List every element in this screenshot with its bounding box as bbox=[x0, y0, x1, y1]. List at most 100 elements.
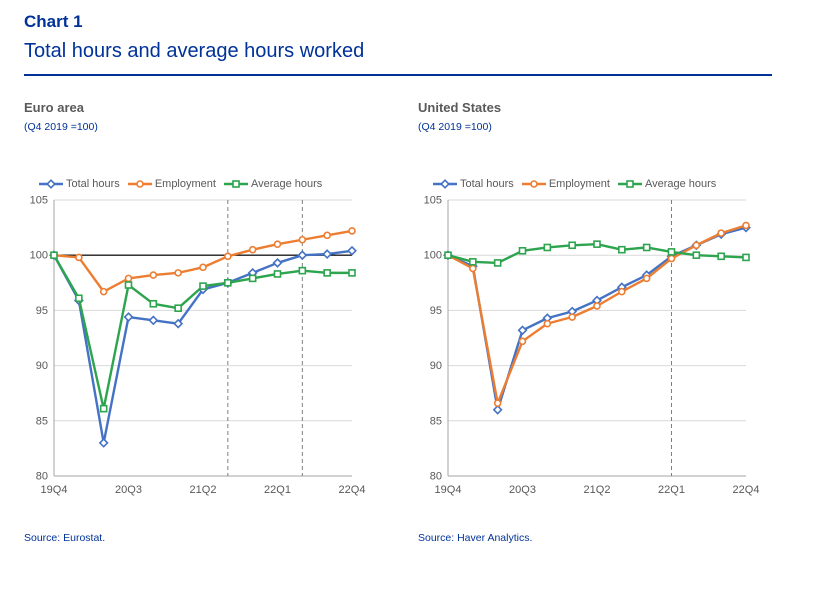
series-marker-circle bbox=[323, 231, 331, 239]
series-marker-square bbox=[717, 252, 725, 260]
series-marker-square bbox=[124, 280, 133, 289]
y-tick-label: 95 bbox=[36, 304, 48, 316]
y-tick-label: 105 bbox=[30, 194, 48, 206]
legend-swatch-average-hours bbox=[617, 179, 642, 188]
y-tick-label: 90 bbox=[36, 360, 48, 372]
series-line-total-hours bbox=[52, 249, 354, 444]
legend-swatch-total-hours bbox=[39, 178, 63, 189]
series-marker-diamond bbox=[297, 249, 308, 260]
series-marker-circle bbox=[543, 319, 552, 328]
y-tick-label: 100 bbox=[30, 249, 48, 261]
x-tick-label: 20Q3 bbox=[509, 484, 536, 496]
series-marker-circle bbox=[99, 287, 108, 296]
series-line-average-hours bbox=[52, 253, 354, 410]
y-tick-label: 90 bbox=[430, 360, 442, 372]
legend-swatch-average-hours bbox=[223, 179, 248, 188]
y-tick-label: 80 bbox=[430, 470, 442, 482]
series-marker-diamond bbox=[46, 178, 56, 189]
legend-swatch-total-hours bbox=[433, 178, 457, 189]
series-marker-diamond bbox=[98, 437, 109, 448]
y-tick-label: 85 bbox=[36, 415, 48, 427]
x-tick-label: 22Q1 bbox=[658, 484, 685, 496]
legend-item-employment: Employment bbox=[127, 178, 216, 190]
legend-item-total-hours: Total hours bbox=[432, 178, 514, 190]
series-marker-square bbox=[469, 257, 477, 266]
united-states-line-chart: 80 85 90 95 100 105 19Q4 20Q3 21Q2 22Q1 22Q4 bbox=[424, 194, 760, 496]
panel-subtitle: (Q4 2019 =100) bbox=[24, 120, 98, 133]
series-marker-circle bbox=[224, 252, 232, 260]
series-marker-diamond bbox=[173, 318, 184, 329]
source-note: Source: Eurostat. bbox=[24, 531, 106, 544]
series-marker-circle bbox=[692, 241, 701, 249]
chart-panels: Euro area (Q4 2019 =100) Total hours Empl… bbox=[24, 100, 796, 544]
series-marker-circle bbox=[493, 398, 502, 407]
series-marker-square bbox=[626, 179, 634, 188]
series-marker-square bbox=[742, 253, 750, 261]
series-marker-circle bbox=[273, 239, 282, 248]
euro-area-line-chart: 80 85 90 95 100 105 19Q4 20Q3 21Q2 22Q1 22Q4 bbox=[30, 194, 366, 496]
legend-label: Total hours bbox=[66, 177, 120, 190]
series-marker-circle bbox=[124, 274, 133, 282]
series-marker-square bbox=[493, 258, 502, 267]
series-marker-circle bbox=[593, 301, 601, 310]
y-tick-label: 105 bbox=[424, 194, 442, 206]
series-marker-square bbox=[174, 303, 182, 312]
chart-legend: Total hours Employment Average hours bbox=[38, 178, 382, 190]
series-marker-circle bbox=[667, 254, 676, 262]
y-tick-label: 85 bbox=[430, 415, 442, 427]
x-tick-label: 21Q2 bbox=[190, 484, 217, 496]
series-marker-circle bbox=[199, 263, 207, 271]
series-marker-square bbox=[348, 268, 356, 277]
series-marker-diamond bbox=[148, 314, 159, 325]
x-tick-label: 22Q4 bbox=[733, 484, 760, 496]
series-marker-circle bbox=[742, 221, 750, 229]
legend-item-total-hours: Total hours bbox=[38, 178, 120, 190]
panel-united-states: United States (Q4 2019 =100) Total hours… bbox=[418, 100, 776, 544]
series-marker-square bbox=[692, 250, 701, 259]
series-marker-diamond bbox=[123, 311, 134, 322]
series-marker-diamond bbox=[492, 404, 503, 415]
legend-label: Average hours bbox=[644, 177, 717, 190]
series-marker-square bbox=[273, 269, 282, 278]
series-marker-square bbox=[232, 179, 240, 188]
legend-label: Total hours bbox=[460, 177, 514, 190]
series-marker-square bbox=[323, 268, 331, 277]
legend-item-employment: Employment bbox=[521, 178, 610, 190]
series-marker-circle bbox=[642, 274, 651, 282]
series-marker-circle bbox=[248, 245, 257, 254]
y-tick-label: 80 bbox=[36, 470, 48, 482]
series-line-employment bbox=[446, 223, 748, 404]
series-marker-diamond bbox=[347, 245, 357, 256]
series-marker-square bbox=[149, 299, 158, 308]
series-marker-square bbox=[444, 250, 452, 259]
series-marker-square bbox=[50, 250, 58, 259]
series-marker-diamond bbox=[272, 257, 283, 268]
series-marker-square bbox=[642, 243, 651, 251]
x-tick-label: 21Q2 bbox=[584, 484, 611, 496]
series-marker-circle bbox=[717, 228, 725, 237]
panel-euro-area: Euro area (Q4 2019 =100) Total hours Empl… bbox=[24, 100, 382, 544]
series-marker-diamond bbox=[440, 178, 450, 189]
legend-swatch-employment bbox=[127, 179, 152, 188]
series-marker-diamond bbox=[517, 324, 528, 335]
series-marker-square bbox=[667, 247, 676, 256]
series-marker-square bbox=[199, 281, 207, 290]
x-tick-label: 19Q4 bbox=[435, 484, 462, 496]
series-marker-square bbox=[618, 245, 626, 254]
series-marker-circle bbox=[568, 312, 576, 321]
series-marker-square bbox=[75, 294, 83, 302]
panel-title: Euro area bbox=[24, 100, 84, 116]
x-tick-label: 19Q4 bbox=[41, 484, 68, 496]
panel-subtitle: (Q4 2019 =100) bbox=[418, 120, 492, 133]
series-marker-square bbox=[568, 241, 576, 249]
series-marker-square bbox=[248, 274, 257, 282]
series-marker-circle bbox=[149, 270, 158, 279]
chart-legend: Total hours Employment Average hours bbox=[432, 178, 776, 190]
series-marker-circle bbox=[618, 287, 626, 296]
series-marker-square bbox=[298, 266, 307, 275]
series-marker-square bbox=[593, 239, 601, 248]
chart-number: Chart 1 bbox=[24, 12, 83, 31]
legend-label: Employment bbox=[154, 177, 216, 190]
y-tick-label: 95 bbox=[430, 304, 442, 316]
